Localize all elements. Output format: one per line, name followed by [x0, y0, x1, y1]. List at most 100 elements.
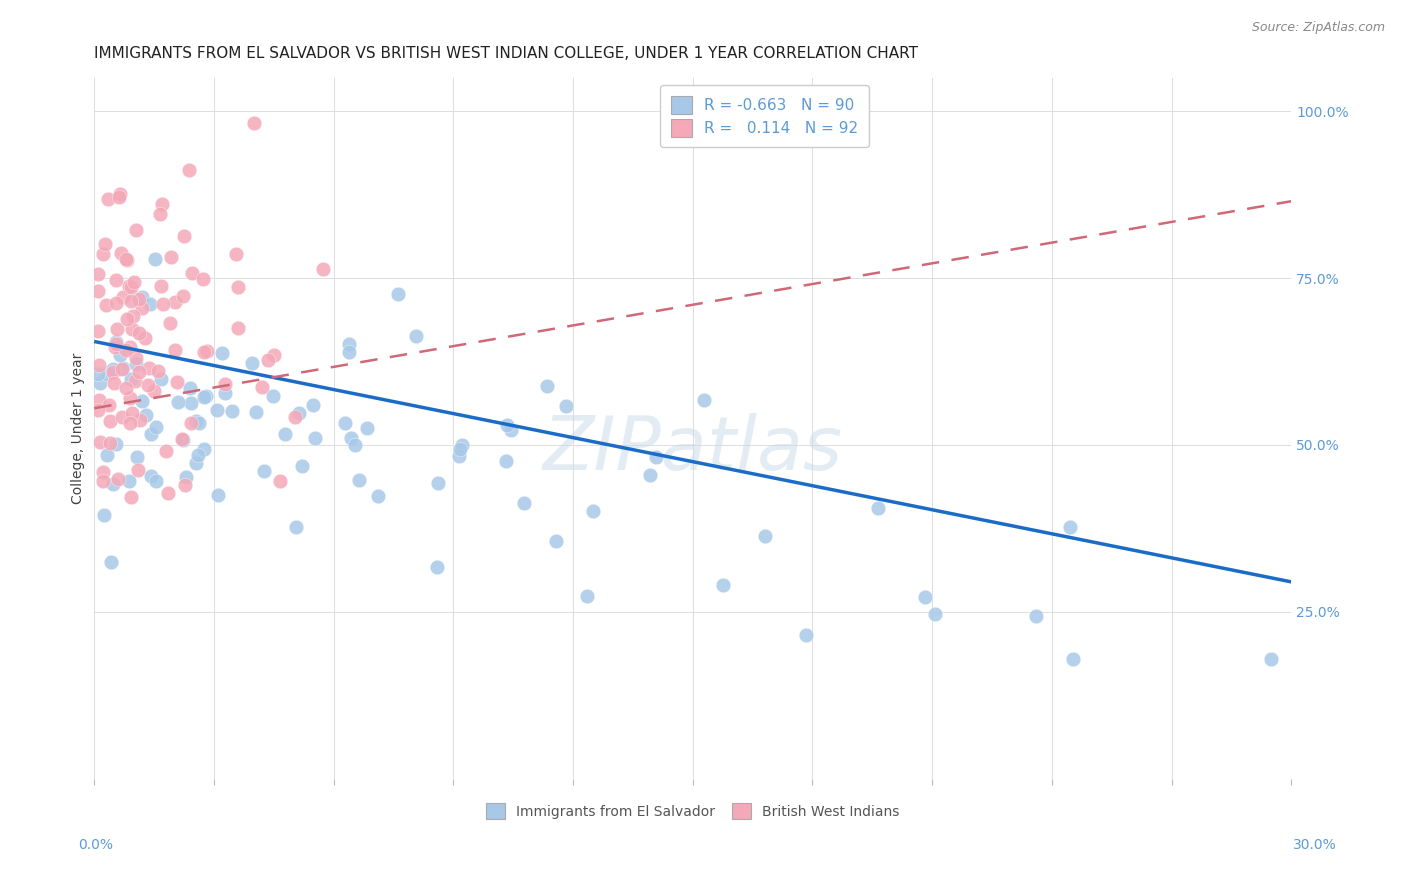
Point: [98, 436, 121, 450]
Point: [284, 520, 307, 534]
Point: [427, 475, 450, 490]
Point: [87, 324, 110, 338]
Point: [143, 252, 166, 266]
Point: [193, 390, 215, 404]
Point: [347, 473, 370, 487]
Point: [263, 348, 285, 362]
Point: [195, 343, 218, 358]
Point: [129, 413, 152, 427]
Point: [226, 320, 249, 334]
Point: [105, 337, 128, 351]
Point: [87, 267, 110, 281]
Point: [127, 463, 149, 477]
Point: [180, 416, 202, 430]
Point: [284, 410, 307, 425]
Point: [143, 384, 166, 398]
Point: [184, 413, 207, 427]
Point: [125, 351, 148, 366]
Point: [207, 403, 229, 417]
Point: [250, 379, 273, 393]
Point: [257, 352, 280, 367]
Point: [128, 365, 150, 379]
Point: [796, 628, 818, 642]
Point: [91, 466, 114, 480]
Point: [150, 279, 173, 293]
Point: [754, 529, 776, 543]
Point: [262, 389, 284, 403]
Point: [118, 279, 141, 293]
Point: [207, 488, 229, 502]
Point: [344, 438, 367, 452]
Point: [135, 408, 157, 422]
Point: [150, 197, 173, 211]
Point: [866, 500, 889, 515]
Point: [120, 372, 142, 386]
Point: [544, 533, 567, 548]
Point: [87, 284, 110, 298]
Point: [304, 432, 326, 446]
Point: [101, 477, 124, 491]
Point: [495, 454, 517, 468]
Point: [103, 376, 125, 390]
Point: [711, 577, 734, 591]
Point: [131, 393, 153, 408]
Point: [191, 272, 214, 286]
Point: [226, 280, 249, 294]
Point: [157, 486, 180, 500]
Point: [104, 273, 127, 287]
Point: [301, 398, 323, 412]
Point: [97, 398, 120, 412]
Point: [111, 360, 134, 375]
Point: [120, 294, 142, 309]
Point: [118, 416, 141, 430]
Point: [124, 374, 146, 388]
Point: [387, 287, 409, 301]
Point: [221, 404, 243, 418]
Point: [638, 468, 661, 483]
Point: [149, 372, 172, 386]
Point: [405, 328, 427, 343]
Point: [333, 417, 356, 431]
Point: [193, 345, 215, 359]
Point: [449, 442, 471, 456]
Point: [108, 190, 131, 204]
Point: [96, 367, 118, 381]
Point: [145, 475, 167, 489]
Point: [914, 590, 936, 604]
Point: [187, 416, 209, 430]
Text: IMMIGRANTS FROM EL SALVADOR VS BRITISH WEST INDIAN COLLEGE, UNDER 1 YEAR CORRELA: IMMIGRANTS FROM EL SALVADOR VS BRITISH W…: [94, 46, 918, 62]
Point: [155, 443, 177, 458]
Point: [214, 386, 236, 401]
Point: [89, 376, 111, 391]
Point: [536, 379, 558, 393]
Point: [582, 504, 605, 518]
Point: [91, 246, 114, 260]
Point: [149, 206, 172, 220]
Point: [120, 490, 142, 504]
Point: [426, 560, 449, 574]
Point: [94, 298, 117, 312]
Point: [160, 250, 183, 264]
Point: [274, 427, 297, 442]
Point: [141, 469, 163, 483]
Point: [693, 392, 716, 407]
Point: [311, 261, 333, 276]
Point: [87, 392, 110, 407]
Point: [513, 496, 536, 510]
Point: [120, 392, 142, 406]
Point: [180, 395, 202, 409]
Point: [193, 442, 215, 456]
Point: [166, 376, 188, 390]
Point: [110, 246, 132, 260]
Point: [108, 348, 131, 362]
Point: [101, 365, 124, 379]
Point: [139, 426, 162, 441]
Point: [115, 252, 138, 266]
Point: [152, 297, 174, 311]
Point: [451, 438, 474, 452]
Point: [104, 436, 127, 450]
Point: [555, 399, 578, 413]
Point: [173, 478, 195, 492]
Point: [173, 228, 195, 243]
Point: [120, 340, 142, 354]
